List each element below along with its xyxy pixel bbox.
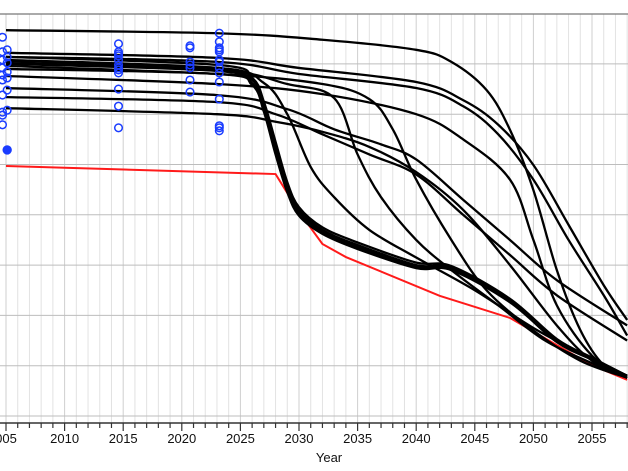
observation-point: [2, 73, 12, 83]
observation-point: [185, 63, 195, 73]
observation-points: [0, 28, 224, 155]
observation-point: [214, 68, 224, 78]
observation-point: [113, 123, 124, 133]
x-tick-label: 005: [0, 431, 17, 446]
scenario-line-2: [5, 51, 628, 321]
observation-point: [113, 84, 124, 94]
observation-point: [0, 107, 8, 117]
observation-point: [0, 110, 8, 120]
x-tick-label: 2010: [50, 431, 79, 446]
observation-point: [0, 90, 8, 100]
observation-point: [214, 57, 224, 67]
observation-point: [113, 65, 124, 75]
observation-point: [214, 126, 224, 136]
x-tick-label: 2035: [343, 431, 372, 446]
observation-point: [113, 68, 124, 78]
x-tick-label: 2055: [578, 431, 607, 446]
x-tick-label: 2015: [109, 431, 138, 446]
scenario-line-14: [5, 67, 628, 377]
x-tick-label: 2040: [402, 431, 431, 446]
scenario-line-9: [5, 95, 628, 342]
scenario-line-8: [5, 86, 628, 327]
observation-point: [2, 58, 12, 68]
observation-point: [113, 39, 124, 49]
observation-point: [214, 63, 224, 73]
observation-point: [214, 77, 224, 87]
scenario-line-7: [5, 74, 628, 379]
scenario-line-3: [5, 55, 628, 337]
observation-point: [185, 57, 195, 67]
observation-point: [0, 32, 8, 42]
observation-point: [185, 87, 195, 97]
observation-point: [113, 51, 124, 61]
observation-point-filled: [2, 145, 12, 155]
series-lines: [5, 29, 628, 381]
observation-point: [214, 28, 224, 38]
x-tick-label: 2025: [226, 431, 255, 446]
x-axis-title: Year: [316, 450, 343, 465]
observation-point: [113, 101, 124, 111]
x-tick-label: 2045: [460, 431, 489, 446]
grid: [0, 14, 628, 423]
observation-point: [185, 60, 195, 70]
observation-point: [0, 75, 8, 85]
scenario-line-1: [5, 29, 628, 379]
observation-point: [0, 120, 8, 130]
x-tick-label: 2050: [519, 431, 548, 446]
observation-point: [2, 85, 12, 95]
observation-point: [214, 123, 224, 133]
observation-point: [2, 105, 12, 115]
x-tick-label: 2020: [167, 431, 196, 446]
observation-point: [185, 75, 195, 85]
lower-bound-line: [5, 165, 628, 381]
scenario-line-10: [5, 107, 628, 377]
x-tick-label: 2030: [285, 431, 314, 446]
observation-point: [185, 43, 195, 53]
scenario-line-5: [5, 61, 628, 379]
scenario-line-6: [5, 64, 628, 379]
x-axis: 005 2010 2015 2020 2025 2030 2035 2040 2045 2050 2…: [0, 422, 628, 446]
observation-point: [214, 94, 224, 104]
